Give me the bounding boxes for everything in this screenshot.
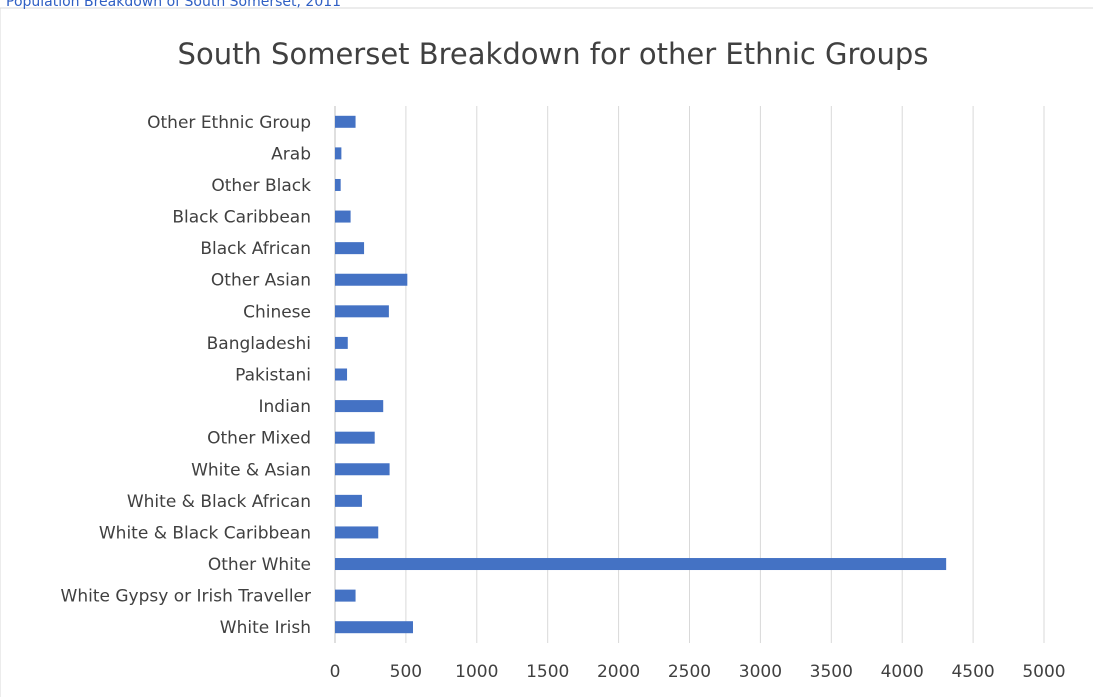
bar [335,116,356,128]
category-label: Pakistani [235,366,311,386]
category-label: Other White [208,555,311,575]
category-label: Other Ethnic Group [147,113,311,133]
x-tick-label: 0 [330,662,341,682]
category-label: Black African [200,239,311,259]
category-label: Other Mixed [207,429,311,449]
category-label: White & Asian [191,460,311,480]
category-label: Other Asian [211,271,311,291]
bar [335,274,407,286]
category-label: Black Caribbean [172,208,311,228]
bar [335,590,356,602]
x-tick-label: 5000 [1022,662,1065,682]
x-tick-label: 4500 [951,662,994,682]
bar [335,400,383,412]
category-label: White & Black African [127,492,311,512]
bar [335,305,389,317]
x-tick-label: 3000 [739,662,782,682]
x-tick-label: 3500 [810,662,853,682]
x-tick-label: 1500 [526,662,569,682]
bar [335,242,364,254]
category-label: Chinese [243,302,311,322]
x-tick-label: 1000 [455,662,498,682]
category-label: White Gypsy or Irish Traveller [61,587,311,607]
bar [335,621,413,633]
bar [335,369,347,381]
category-label: Arab [271,144,311,164]
bar [335,147,341,159]
x-tick-label: 4000 [881,662,924,682]
category-label: Bangladeshi [207,334,311,354]
bar [335,558,946,570]
x-tick-label: 2000 [597,662,640,682]
page-caption: Population Breakdown of South Somerset, … [6,0,341,10]
bar [335,179,341,191]
bar [335,463,390,475]
category-label: White & Black Caribbean [99,523,311,543]
bar [335,526,378,538]
bar [335,432,375,444]
bar [335,211,351,223]
category-label: White Irish [220,618,311,638]
x-tick-label: 2500 [668,662,711,682]
bar [335,337,348,349]
category-label: Indian [259,397,312,417]
bar [335,495,362,507]
chart-title: South Somerset Breakdown for other Ethni… [178,37,929,71]
category-label: Other Black [211,176,311,196]
x-tick-label: 500 [390,662,422,682]
